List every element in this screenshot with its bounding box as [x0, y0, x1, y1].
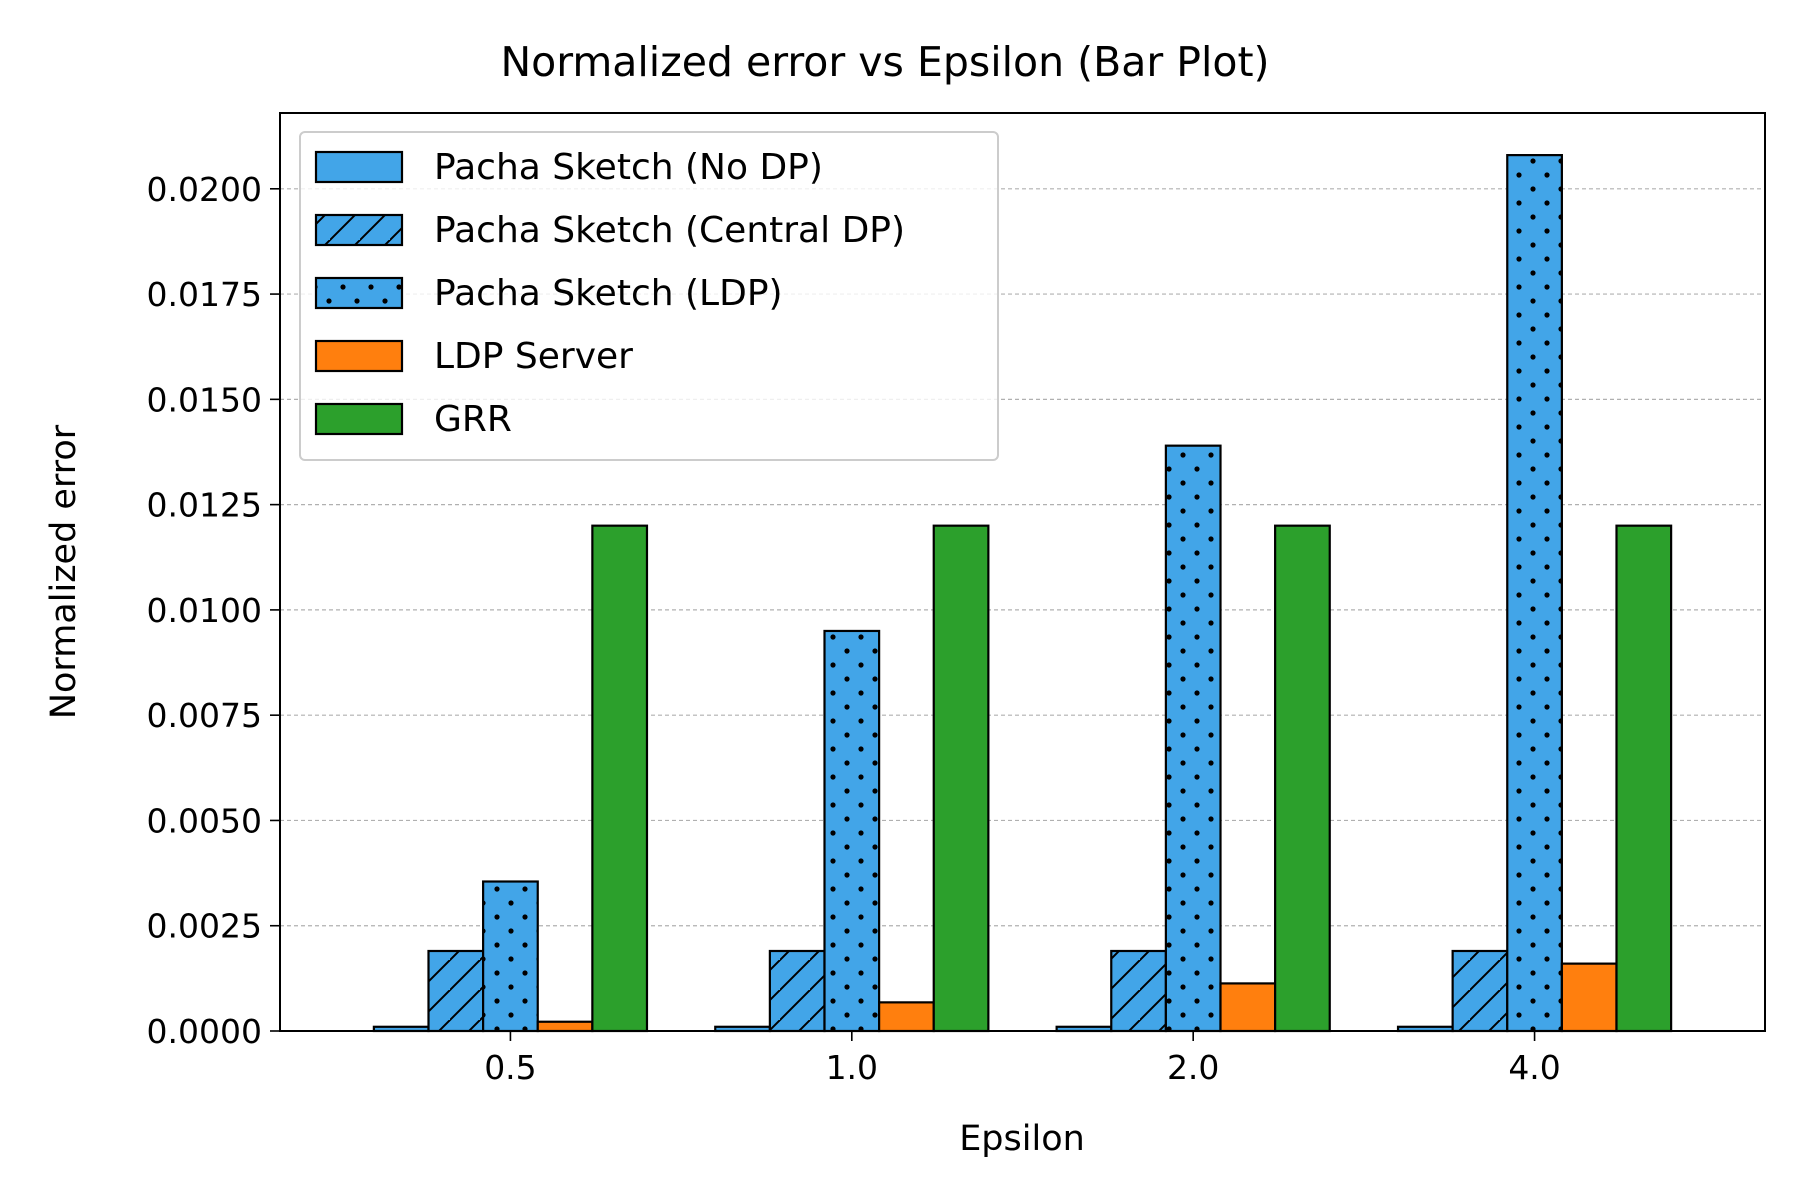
- chart-title: Normalized error vs Epsilon (Bar Plot): [500, 38, 1269, 86]
- bar-grr-4-0: [1615, 524, 1673, 1033]
- y-tick-label: 0.0125: [147, 486, 262, 525]
- x-tick-label: 1.0: [826, 1048, 878, 1087]
- y-tick-label: 0.0150: [147, 380, 262, 419]
- x-axis-label: Epsilon: [959, 1119, 1085, 1159]
- bars: [372, 154, 1673, 1033]
- x-tick-label: 0.5: [484, 1048, 536, 1087]
- y-tick-label: 0.0075: [147, 696, 262, 735]
- legend-swatch: [314, 402, 404, 436]
- legend-swatch: [314, 150, 404, 184]
- bar-pacha-sketch-central-dp-2-0: [1110, 949, 1167, 1033]
- bar-ldp-server-2-0: [1219, 982, 1277, 1033]
- bar-pacha-sketch-central-dp-1-0: [768, 949, 826, 1033]
- x-tick-label: 4.0: [1508, 1048, 1560, 1087]
- bar-grr-1-0: [932, 524, 990, 1033]
- bar-pacha-sketch-ldp-4-0: [1506, 154, 1563, 1033]
- bar-grr-2-0: [1274, 524, 1331, 1033]
- legend-label: Pacha Sketch (Central DP): [434, 210, 905, 251]
- bar-grr-0-5: [591, 524, 649, 1033]
- bar-pacha-sketch-central-dp-4-0: [1451, 949, 1509, 1033]
- legend-label: GRR: [434, 399, 512, 440]
- y-tick-label: 0.0000: [147, 1012, 262, 1051]
- legend-box: [299, 131, 999, 461]
- legend: Pacha Sketch (No DP) Pacha Sketch (Centra…: [299, 131, 999, 461]
- y-tick-label: 0.0175: [147, 275, 262, 314]
- x-axis-ticks: 0.5 1.0 2.0 4.0: [484, 1031, 1561, 1087]
- bar-pacha-sketch-central-dp-0-5: [427, 949, 485, 1033]
- y-axis-label: Normalized error: [44, 424, 84, 719]
- bar-ldp-server-4-0: [1560, 962, 1618, 1033]
- legend-label: LDP Server: [434, 336, 633, 377]
- bar-pacha-sketch-ldp-1-0: [823, 629, 881, 1033]
- bar-pacha-sketch-ldp-0-5: [482, 880, 539, 1033]
- legend-swatch: [314, 213, 404, 247]
- y-tick-label: 0.0050: [147, 801, 262, 840]
- y-tick-label: 0.0100: [147, 591, 262, 630]
- bar-pacha-sketch-ldp-2-0: [1164, 444, 1222, 1033]
- bar-ldp-server-1-0: [878, 1001, 935, 1033]
- plot-frame: [279, 112, 1766, 1032]
- legend-swatch: [314, 276, 404, 310]
- y-tick-label: 0.0025: [147, 907, 262, 946]
- legend-label: Pacha Sketch (LDP): [434, 273, 783, 314]
- legend-label: Pacha Sketch (No DP): [434, 147, 823, 188]
- bar-ldp-server-0-5: [536, 1020, 594, 1033]
- y-tick-label: 0.0200: [147, 170, 262, 209]
- legend-swatch: [314, 339, 404, 373]
- y-axis-ticks: 0.0000 0.0025 0.0050 0.0075 0.0100 0.0125 0.01…: [147, 170, 280, 1051]
- x-tick-label: 2.0: [1167, 1048, 1219, 1087]
